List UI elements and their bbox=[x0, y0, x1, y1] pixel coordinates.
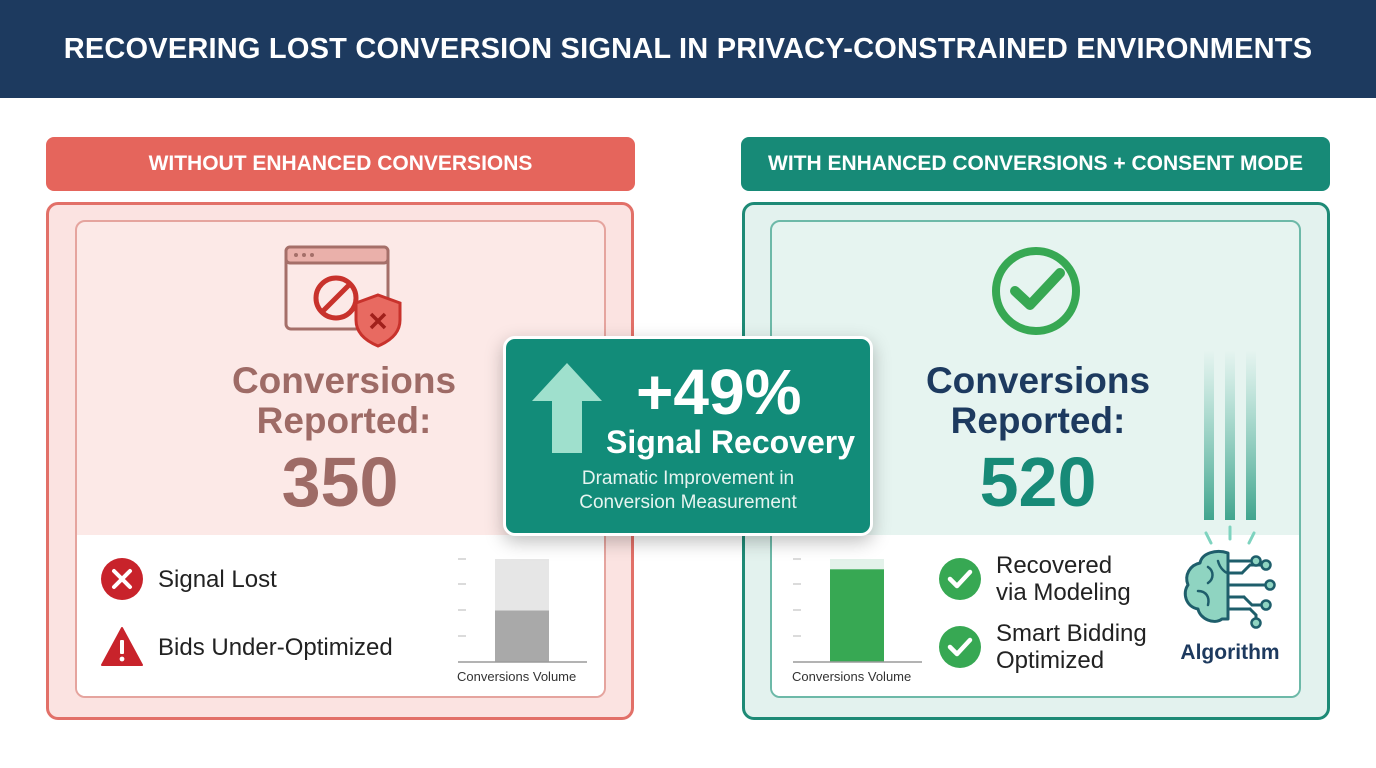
recovery-description-line2: Conversion Measurement bbox=[579, 492, 797, 513]
bullet-smart-bidding-label: Smart Bidding Optimized bbox=[996, 620, 1147, 674]
check-circle-icon bbox=[992, 247, 1080, 335]
page-title: RECOVERING LOST CONVERSION SIGNAL IN PRI… bbox=[63, 32, 1313, 65]
title-bar: RECOVERING LOST CONVERSION SIGNAL IN PRI… bbox=[0, 0, 1376, 98]
bullet-signal-lost: Signal Lost bbox=[100, 557, 277, 601]
right-conversions-value: 520 bbox=[979, 443, 1097, 521]
left-volume-chart bbox=[458, 558, 587, 663]
left-conversions-label-line1: Conversions bbox=[231, 360, 457, 401]
bullet-recovered-line1: Recovered bbox=[996, 552, 1113, 579]
bullet-recovered-line2: via Modeling bbox=[996, 579, 1131, 606]
recovery-percent: +49% bbox=[636, 356, 802, 428]
left-conversions-label: Conversions Reported: bbox=[194, 361, 494, 441]
warning-icon bbox=[101, 627, 143, 666]
right-conversions-label-line2: Reported: bbox=[950, 400, 1126, 441]
blocked-browser-icon bbox=[284, 245, 402, 348]
arrow-up-icon bbox=[532, 363, 602, 453]
signal-recovery-card: +49% Signal Recovery Dramatic Improvemen… bbox=[503, 336, 873, 536]
recovery-description: Dramatic Improvement in Conversion Measu… bbox=[506, 467, 870, 515]
check-badge-icon bbox=[939, 626, 981, 668]
recovery-description-line1: Dramatic Improvement in bbox=[581, 468, 795, 489]
right-conversions-label-line1: Conversions bbox=[925, 360, 1151, 401]
left-panel-header: WITHOUT ENHANCED CONVERSIONS bbox=[46, 137, 635, 191]
algorithm-label: Algorithm bbox=[1180, 641, 1280, 664]
left-conversions-label-line2: Reported: bbox=[256, 400, 432, 441]
x-circle-icon bbox=[101, 558, 143, 600]
right-volume-bar-fill bbox=[830, 569, 884, 662]
left-volume-bar-fill bbox=[495, 610, 549, 662]
right-chart-axis-label: Conversions Volume bbox=[792, 669, 912, 684]
bullet-smart-bidding-line2: Optimized bbox=[996, 647, 1105, 674]
bullet-smart-bidding-line1: Smart Bidding bbox=[996, 620, 1147, 647]
bullet-recovered-via-modeling: Recovered via Modeling bbox=[938, 552, 1131, 606]
bullet-signal-lost-label: Signal Lost bbox=[158, 565, 277, 593]
check-badge-icon bbox=[939, 558, 981, 600]
right-conversions-label: Conversions Reported: bbox=[888, 361, 1188, 441]
left-chart-axis-label: Conversions Volume bbox=[457, 669, 577, 684]
bullet-recovered-label: Recovered via Modeling bbox=[996, 552, 1131, 606]
left-conversions-value: 350 bbox=[281, 443, 399, 521]
bullet-bids-under-optimized-label: Bids Under-Optimized bbox=[158, 633, 393, 661]
right-panel-header: WITH ENHANCED CONVERSIONS + CONSENT MODE bbox=[741, 137, 1330, 191]
bullet-smart-bidding-optimized: Smart Bidding Optimized bbox=[938, 620, 1147, 674]
recovery-subtitle: Signal Recovery bbox=[606, 424, 855, 460]
signal-lines-decoration bbox=[1204, 350, 1256, 520]
right-volume-chart bbox=[793, 558, 922, 663]
bullet-bids-under-optimized: Bids Under-Optimized bbox=[100, 625, 393, 669]
brain-circuit-icon bbox=[1180, 525, 1282, 629]
